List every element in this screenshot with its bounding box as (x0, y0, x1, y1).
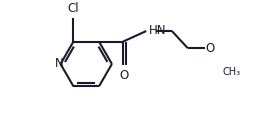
Text: N: N (55, 57, 64, 70)
Text: O: O (206, 42, 215, 55)
Text: Cl: Cl (68, 2, 79, 15)
Text: O: O (120, 69, 129, 82)
Text: CH₃: CH₃ (223, 67, 241, 77)
Text: HN: HN (149, 24, 166, 37)
